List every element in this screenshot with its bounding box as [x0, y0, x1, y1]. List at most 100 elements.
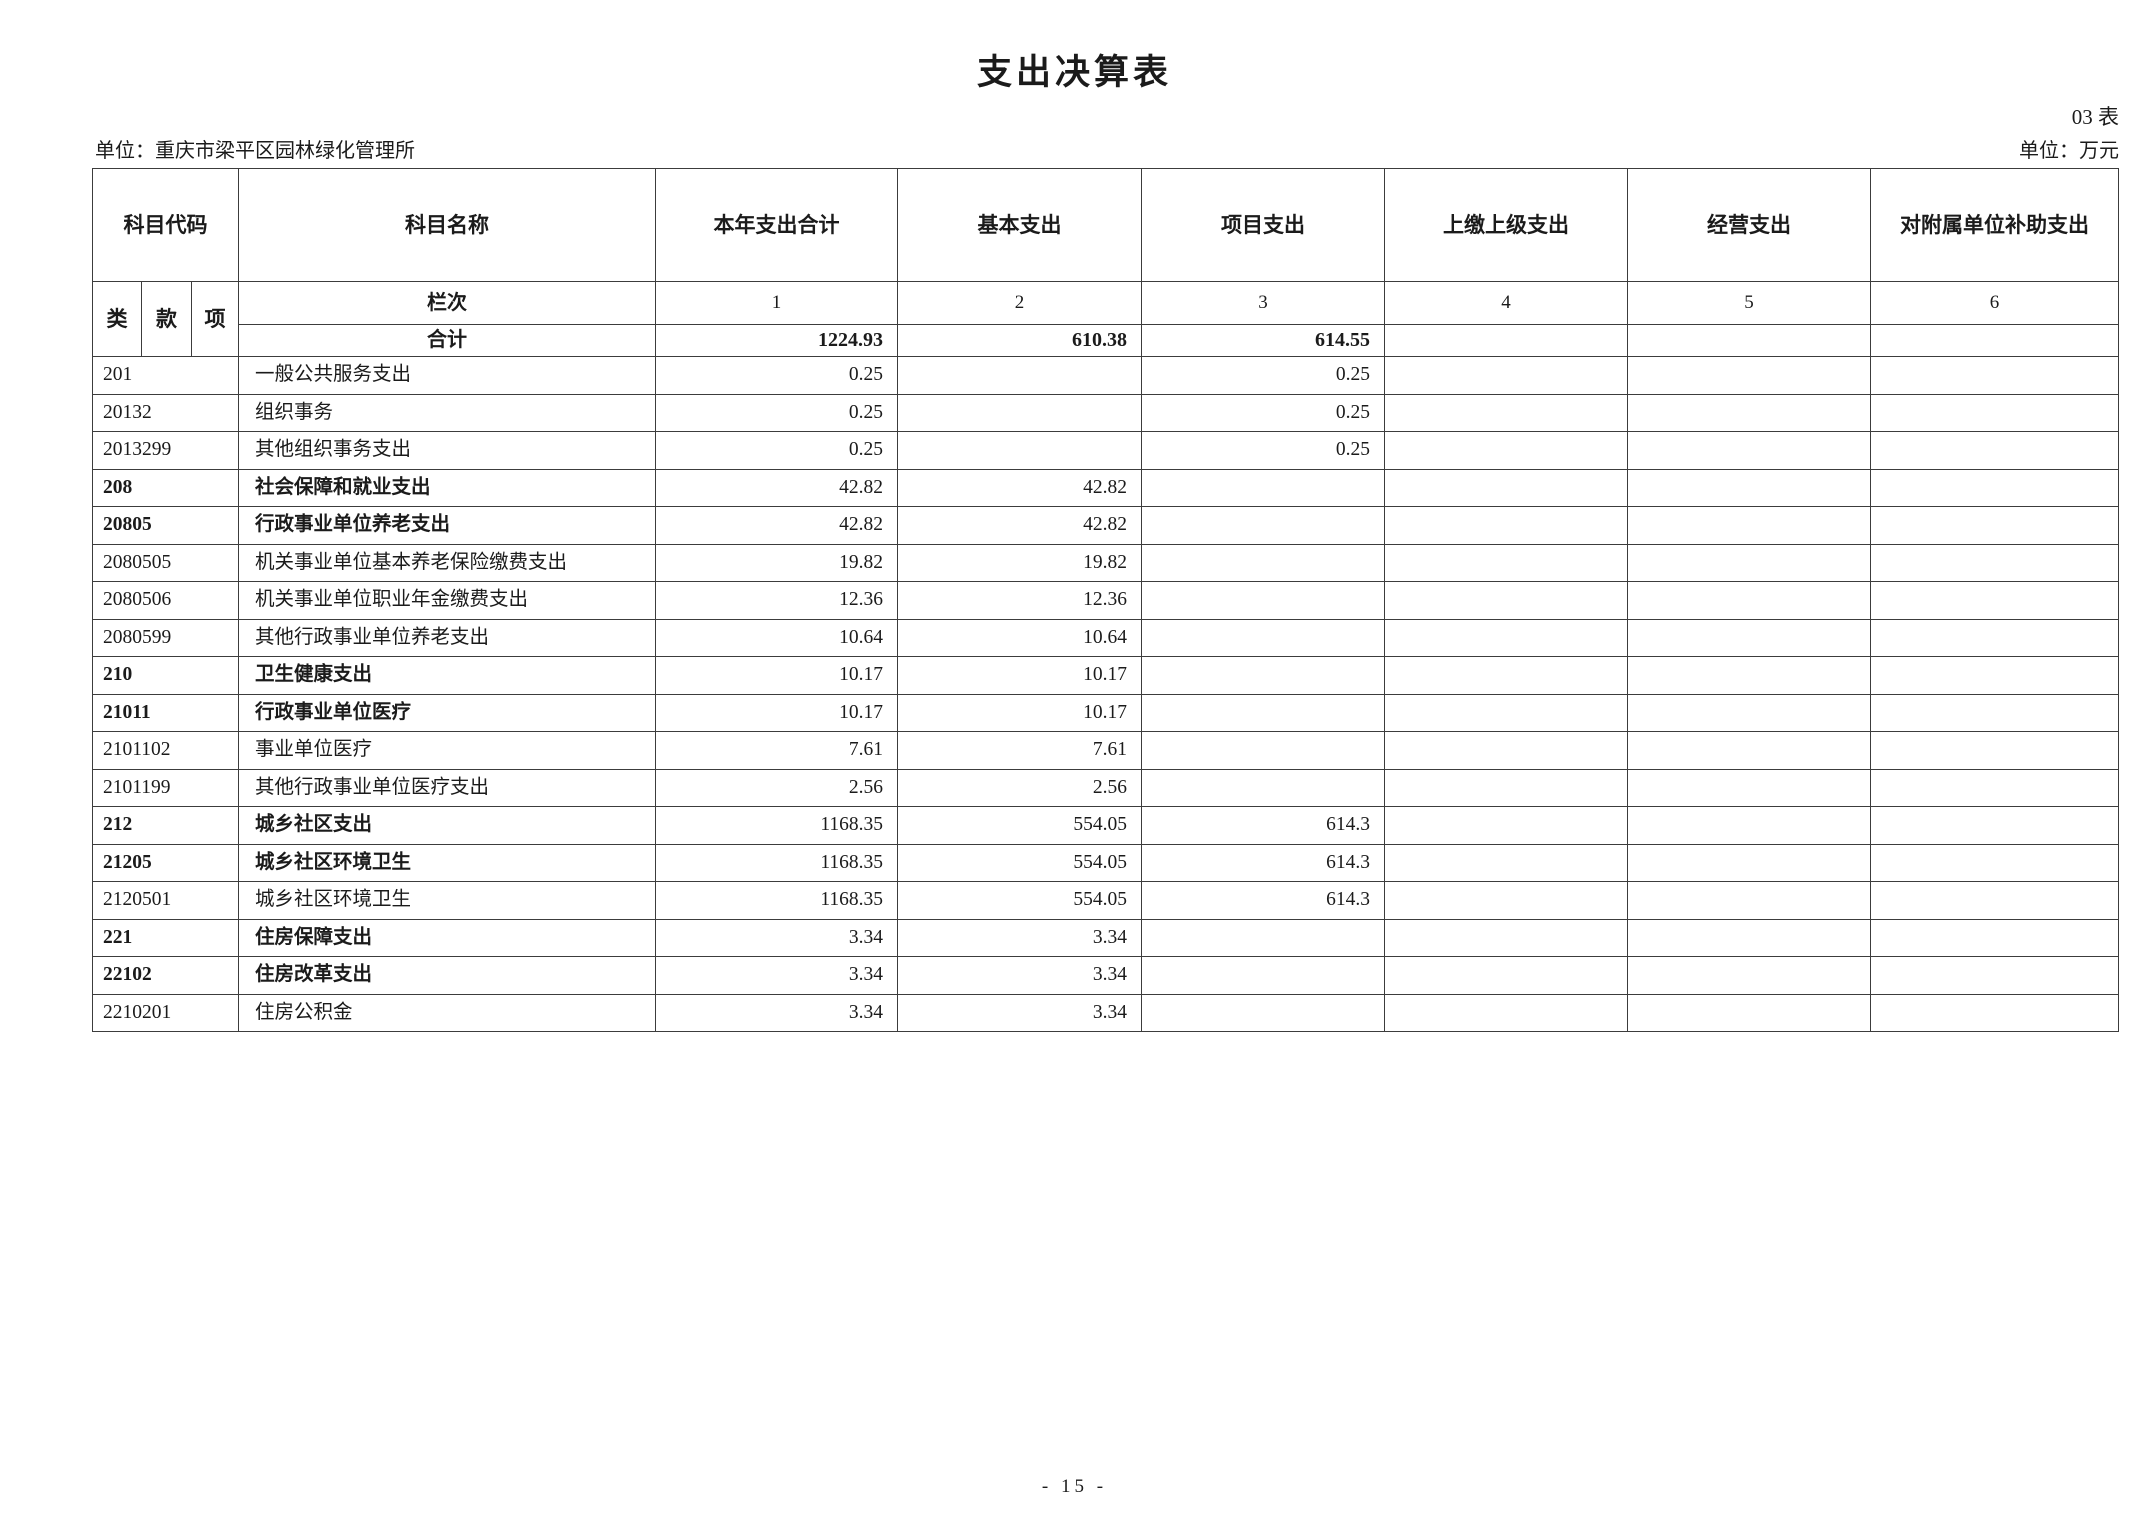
row-value-4	[1384, 618, 1628, 657]
total-value-5	[1627, 324, 1871, 357]
row-value-2: 3.34	[897, 993, 1142, 1032]
row-value-1: 10.17	[655, 693, 898, 732]
row-value-6	[1870, 356, 2119, 395]
row-value-4	[1384, 581, 1628, 620]
row-value-3	[1141, 468, 1385, 507]
row-value-4	[1384, 956, 1628, 995]
page-title: 支出决算表	[976, 53, 1172, 92]
row-code: 22102	[92, 956, 239, 995]
header-upturned-expenditure: 上缴上级支出	[1384, 168, 1628, 282]
table-row: 2013299 其他组织事务支出 0.25 0.25	[92, 431, 2119, 470]
row-value-5	[1627, 731, 1871, 770]
column-index-3: 3	[1141, 281, 1385, 325]
row-name: 社会保障和就业支出	[238, 468, 656, 507]
page-number: - 15 -	[1041, 1476, 1108, 1497]
row-value-2: 19.82	[897, 543, 1142, 582]
row-code: 2120501	[92, 881, 239, 920]
row-value-6	[1870, 731, 2119, 770]
row-value-5	[1627, 956, 1871, 995]
row-value-1: 10.64	[655, 618, 898, 657]
expenditure-table: 科目代码 科目名称 本年支出合计 基本支出 项目支出 上缴上级支出 经营支出 对…	[92, 168, 2119, 1032]
header-total-expenditure: 本年支出合计	[655, 168, 898, 282]
row-code: 2210201	[92, 993, 239, 1032]
row-value-3	[1141, 993, 1385, 1032]
row-value-6	[1870, 843, 2119, 882]
total-value-3: 614.55	[1141, 324, 1385, 357]
total-value-1: 1224.93	[655, 324, 898, 357]
row-code: 2013299	[92, 431, 239, 470]
table-row: 2101102 事业单位医疗 7.61 7.61	[92, 731, 2119, 770]
row-value-3: 0.25	[1141, 356, 1385, 395]
row-value-5	[1627, 693, 1871, 732]
row-name: 住房公积金	[238, 993, 656, 1032]
row-value-5	[1627, 881, 1871, 920]
table-row: 2080599 其他行政事业单位养老支出 10.64 10.64	[92, 618, 2119, 657]
row-value-1: 0.25	[655, 431, 898, 470]
row-code: 221	[92, 918, 239, 957]
row-value-1: 3.34	[655, 956, 898, 995]
row-value-5	[1627, 393, 1871, 432]
row-value-6	[1870, 618, 2119, 657]
row-name: 城乡社区环境卫生	[238, 843, 656, 882]
row-code: 210	[92, 656, 239, 695]
row-code: 208	[92, 468, 239, 507]
row-value-6	[1870, 431, 2119, 470]
row-value-1: 7.61	[655, 731, 898, 770]
table-row: 208 社会保障和就业支出 42.82 42.82	[92, 468, 2119, 507]
row-value-3: 614.3	[1141, 843, 1385, 882]
row-value-1: 1168.35	[655, 806, 898, 845]
row-name: 行政事业单位医疗	[238, 693, 656, 732]
table-row: 22102 住房改革支出 3.34 3.34	[92, 956, 2119, 995]
header-subject-name: 科目名称	[238, 168, 656, 282]
header-row: 科目代码 科目名称 本年支出合计 基本支出 项目支出 上缴上级支出 经营支出 对…	[92, 168, 2119, 282]
header-subject-code: 科目代码	[92, 168, 239, 282]
row-name: 住房保障支出	[238, 918, 656, 957]
row-value-1: 3.34	[655, 993, 898, 1032]
row-value-3	[1141, 656, 1385, 695]
row-value-1: 12.36	[655, 581, 898, 620]
row-code: 20805	[92, 506, 239, 545]
row-value-4	[1384, 468, 1628, 507]
row-value-2: 2.56	[897, 768, 1142, 807]
row-value-3	[1141, 731, 1385, 770]
column-index-5: 5	[1627, 281, 1871, 325]
table-row: 2080505 机关事业单位基本养老保险缴费支出 19.82 19.82	[92, 543, 2119, 582]
total-value-4	[1384, 324, 1628, 357]
row-value-5	[1627, 768, 1871, 807]
row-value-2: 12.36	[897, 581, 1142, 620]
row-code: 212	[92, 806, 239, 845]
row-code: 2080599	[92, 618, 239, 657]
table-row: 2101199 其他行政事业单位医疗支出 2.56 2.56	[92, 768, 2119, 807]
row-value-2: 10.17	[897, 693, 1142, 732]
row-value-3	[1141, 543, 1385, 582]
table-row: 21011 行政事业单位医疗 10.17 10.17	[92, 693, 2119, 732]
row-name: 城乡社区环境卫生	[238, 881, 656, 920]
table-body: 201 一般公共服务支出 0.25 0.25 20132 组织事务 0.25 0.25 2013…	[92, 356, 2119, 1032]
row-value-2	[897, 356, 1142, 395]
row-value-2	[897, 431, 1142, 470]
table-row: 221 住房保障支出 3.34 3.34	[92, 918, 2119, 957]
row-code: 20132	[92, 393, 239, 432]
row-value-5	[1627, 468, 1871, 507]
row-code: 2080505	[92, 543, 239, 582]
row-value-4	[1384, 506, 1628, 545]
row-value-3: 0.25	[1141, 431, 1385, 470]
row-value-2: 3.34	[897, 956, 1142, 995]
column-index-label: 栏次	[238, 281, 656, 325]
row-value-1: 2.56	[655, 768, 898, 807]
total-value-2: 610.38	[897, 324, 1142, 357]
row-value-3	[1141, 768, 1385, 807]
header-operating-expenditure: 经营支出	[1627, 168, 1871, 282]
row-value-6	[1870, 881, 2119, 920]
row-value-1: 1168.35	[655, 881, 898, 920]
row-value-3: 0.25	[1141, 393, 1385, 432]
table-head-rows: 科目代码 科目名称 本年支出合计 基本支出 项目支出 上缴上级支出 经营支出 对…	[92, 168, 2119, 357]
row-value-1: 19.82	[655, 543, 898, 582]
row-value-5	[1627, 506, 1871, 545]
row-value-3	[1141, 693, 1385, 732]
row-value-4	[1384, 918, 1628, 957]
row-value-2: 554.05	[897, 806, 1142, 845]
row-value-3	[1141, 618, 1385, 657]
row-value-4	[1384, 731, 1628, 770]
